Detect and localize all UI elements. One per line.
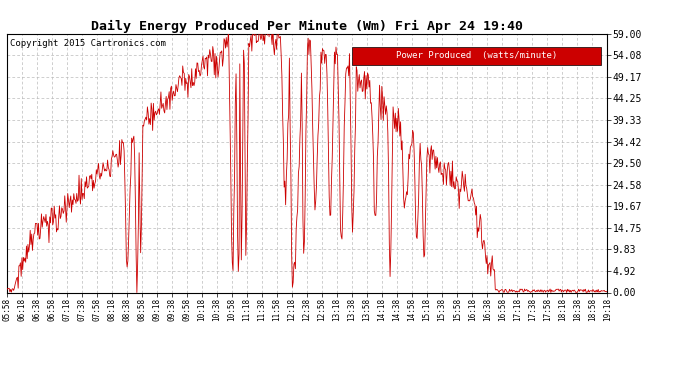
Title: Daily Energy Produced Per Minute (Wm) Fri Apr 24 19:40: Daily Energy Produced Per Minute (Wm) Fr…	[91, 20, 523, 33]
Text: Copyright 2015 Cartronics.com: Copyright 2015 Cartronics.com	[10, 39, 166, 48]
Text: Power Produced  (watts/minute): Power Produced (watts/minute)	[396, 51, 558, 60]
FancyBboxPatch shape	[352, 47, 601, 65]
